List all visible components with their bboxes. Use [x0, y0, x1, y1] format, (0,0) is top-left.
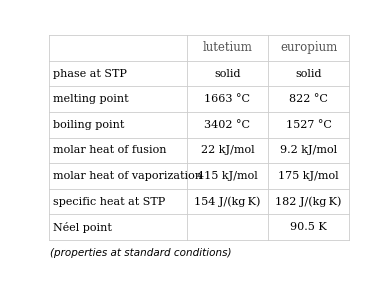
Text: 822 °C: 822 °C	[289, 94, 328, 104]
Text: solid: solid	[295, 69, 322, 79]
Text: lutetium: lutetium	[203, 42, 252, 54]
Text: molar heat of vaporization: molar heat of vaporization	[53, 171, 202, 181]
Text: 3402 °C: 3402 °C	[204, 120, 250, 130]
Text: 175 kJ/mol: 175 kJ/mol	[278, 171, 339, 181]
Text: 154 J/(kg K): 154 J/(kg K)	[194, 196, 261, 207]
Text: 1663 °C: 1663 °C	[204, 94, 250, 104]
Text: Néel point: Néel point	[53, 222, 112, 233]
Text: boiling point: boiling point	[53, 120, 125, 130]
Text: molar heat of fusion: molar heat of fusion	[53, 145, 166, 155]
Text: solid: solid	[214, 69, 241, 79]
Text: (properties at standard conditions): (properties at standard conditions)	[50, 248, 232, 258]
Text: 90.5 K: 90.5 K	[290, 222, 327, 232]
Text: specific heat at STP: specific heat at STP	[53, 197, 165, 207]
Text: melting point: melting point	[53, 94, 129, 104]
Text: europium: europium	[280, 42, 337, 54]
Text: phase at STP: phase at STP	[53, 69, 127, 79]
Text: 1527 °C: 1527 °C	[286, 120, 331, 130]
Text: 22 kJ/mol: 22 kJ/mol	[201, 145, 254, 155]
Text: 182 J/(kg K): 182 J/(kg K)	[275, 196, 342, 207]
Text: 9.2 kJ/mol: 9.2 kJ/mol	[280, 145, 337, 155]
Text: 415 kJ/mol: 415 kJ/mol	[197, 171, 258, 181]
